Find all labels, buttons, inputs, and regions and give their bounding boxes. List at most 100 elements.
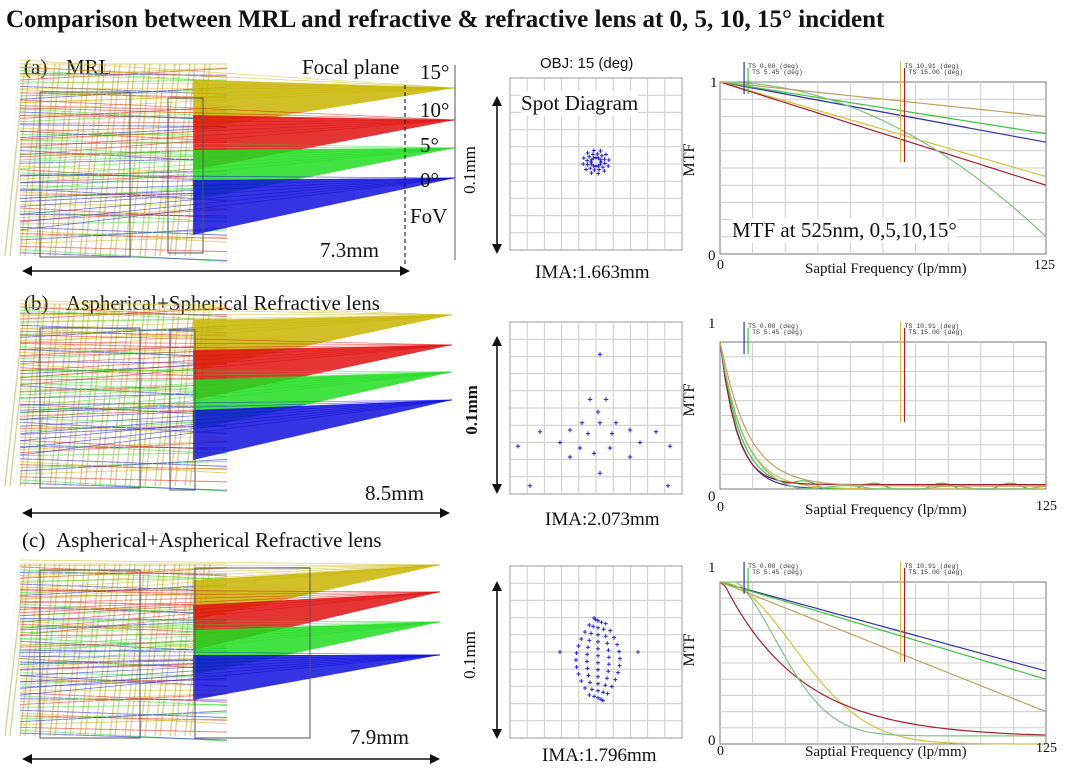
- texture-line: [164, 303, 186, 487]
- spot-header-a: OBJ: 15 (deg): [540, 55, 634, 72]
- texture-line: [4, 563, 26, 737]
- mtf-curve: [719, 581, 1046, 745]
- ray-line: [19, 147, 456, 155]
- spot-marker: [579, 420, 585, 425]
- ray-line: [19, 177, 456, 199]
- mtf-grid-b: [719, 341, 1047, 490]
- texture-line: [174, 63, 196, 257]
- ray-line: [19, 344, 453, 372]
- texture-line: [109, 303, 131, 487]
- lens-outline: [169, 329, 196, 491]
- ray-line: [19, 649, 441, 656]
- spot-marker: [594, 164, 598, 169]
- mtf-legend-c: TS 0.00 (deg)TS 5.45 (deg) TS 10.91 (deg)…: [743, 562, 964, 662]
- spot-marker: [606, 648, 611, 653]
- texture-line: [129, 63, 151, 257]
- mtf-legend-entry: TS 10.91 (deg): [905, 63, 960, 70]
- ray-line: [19, 177, 456, 207]
- texture-line: [169, 563, 191, 737]
- spot-marker: [599, 160, 603, 164]
- ray-line: [19, 314, 453, 344]
- spot-marker: [587, 154, 592, 159]
- ray-line: [19, 382, 228, 393]
- spot-marker: [606, 662, 611, 667]
- texture-line: [49, 563, 71, 737]
- focal-plane-label: Focal plane: [302, 55, 400, 79]
- spot-marker: [596, 688, 600, 693]
- spot-marker: [597, 420, 603, 425]
- texture-line: [4, 303, 26, 487]
- texture-line: [79, 303, 101, 487]
- texture-line: [154, 63, 176, 257]
- spot-marker: [627, 427, 633, 433]
- scale-label-c: 0.1mm: [460, 631, 479, 679]
- texture-line: [39, 63, 61, 257]
- spot-marker: [589, 631, 594, 636]
- ray-line: [19, 81, 456, 89]
- texture-line: [89, 63, 111, 257]
- texture-line: [114, 303, 136, 487]
- mtf-legend-entry: TS 15.00 (deg): [909, 569, 964, 576]
- texture-line: [154, 303, 176, 487]
- ray-line: [19, 399, 453, 449]
- texture-line: [94, 303, 116, 487]
- spot-marker: [599, 153, 604, 158]
- ray-line: [19, 344, 453, 379]
- ray-line: [19, 371, 453, 378]
- texture-line: [104, 63, 126, 257]
- spot-marker: [590, 152, 595, 157]
- texture-line: [74, 63, 96, 257]
- spot-marker: [577, 445, 583, 451]
- mtf-ymax-b: 1: [708, 316, 716, 332]
- texture-line: [134, 63, 156, 257]
- spot-marker: [617, 649, 622, 654]
- spot-marker: [587, 397, 593, 402]
- ray-line: [19, 87, 456, 104]
- texture-line: [19, 303, 41, 487]
- mtf-xlabel-a: Saptial Frequency (lp/mm): [805, 261, 967, 277]
- ray-line: [19, 147, 456, 162]
- mtf-legend-entry: TS 0.00 (deg): [748, 563, 799, 570]
- angle-label-0: 0°: [420, 168, 439, 192]
- mtf-ymin-b: 0: [708, 489, 716, 505]
- ray-line: [19, 119, 456, 132]
- ray-line: [19, 399, 453, 406]
- spot-marker: [581, 162, 586, 167]
- scale-arrow-a: [492, 96, 502, 254]
- spot-points-b: [515, 352, 673, 488]
- ray-line: [19, 559, 441, 566]
- spot-marker: [589, 160, 593, 164]
- ray-line: [19, 399, 453, 413]
- mtf-grid-c: [719, 581, 1047, 745]
- ray-line: [19, 621, 441, 659]
- ray-line: [19, 591, 441, 604]
- spot-marker: [585, 666, 590, 671]
- texture-line: [39, 303, 61, 487]
- ray-line: [19, 619, 441, 623]
- spot-marker: [585, 652, 590, 657]
- texture-line: [14, 63, 36, 257]
- mtf-curve: [720, 81, 1047, 238]
- mtf-curve: [719, 341, 1046, 487]
- mtf-curve: [719, 81, 1047, 186]
- mtf-xlabel-c: Saptial Frequency (lp/mm): [805, 744, 967, 760]
- ray-line: [19, 371, 453, 399]
- spot-marker: [591, 451, 597, 456]
- ray-line: [19, 177, 456, 223]
- beam-group-b: [0, 299, 453, 492]
- ray-line: [19, 591, 441, 623]
- texture-line: [134, 563, 156, 737]
- spot-marker: [607, 445, 613, 451]
- ray-line: [19, 174, 456, 179]
- ray-line: [19, 344, 453, 364]
- ray-line: [19, 654, 441, 677]
- ray-line: [19, 177, 456, 215]
- ray-line: [19, 654, 441, 664]
- texture-line: [114, 63, 136, 257]
- ray-line: [19, 306, 453, 316]
- texture-line: [9, 303, 31, 487]
- spot-marker: [588, 166, 593, 171]
- spot-marker: [574, 651, 579, 655]
- spot-marker: [606, 655, 611, 660]
- texture-line: [44, 563, 66, 737]
